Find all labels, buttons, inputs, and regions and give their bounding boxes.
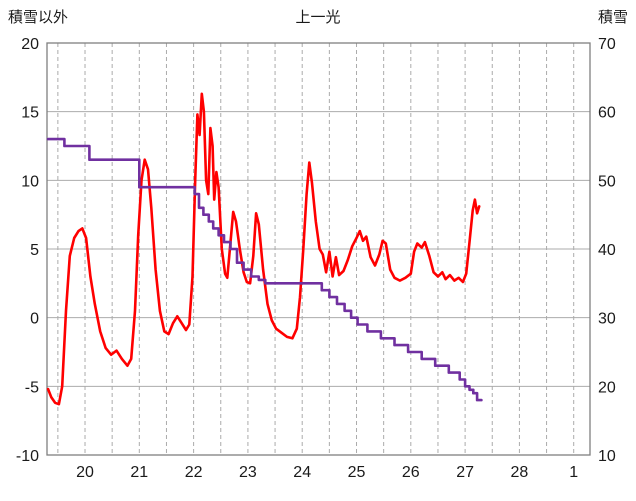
x-axis-tick-label: 20 (76, 464, 94, 481)
right-axis-tick-label: 40 (598, 242, 616, 259)
right-axis-tick-label: 60 (598, 105, 616, 122)
left-axis-tick-label: 0 (30, 311, 39, 328)
right-axis-tick-label: 70 (598, 36, 616, 53)
x-axis-tick-label: 1 (569, 464, 578, 481)
chart-title: 上一光 (295, 9, 341, 26)
right-axis-tick-label: 30 (598, 311, 616, 328)
x-axis-tick-label: 25 (348, 464, 366, 481)
left-axis-tick-label: 15 (21, 105, 39, 122)
right-axis-tick-label: 10 (598, 448, 616, 465)
left-axis-tick-label: -5 (25, 379, 39, 396)
temperature-series-line (46, 92, 481, 406)
left-axis-tick-label: 5 (30, 242, 39, 259)
right-axis-tick-label: 50 (598, 173, 616, 190)
x-axis-tick-label: 27 (456, 464, 474, 481)
x-axis-tick-label: 24 (293, 464, 311, 481)
left-axis-tick-label: 20 (21, 36, 39, 53)
snow-depth-series-line (46, 137, 483, 402)
left-axis-tick-label: 10 (21, 173, 39, 190)
x-axis-tick-label: 26 (402, 464, 420, 481)
x-axis-tick-label: 28 (511, 464, 529, 481)
right-axis-tick-label: 20 (598, 379, 616, 396)
left-axis-tick-label: -10 (16, 448, 39, 465)
plot-border (46, 42, 591, 456)
x-axis-tick-label: 21 (130, 464, 148, 481)
right-axis-title: 積雪 (597, 9, 628, 26)
x-axis-tick-label: 23 (239, 464, 257, 481)
x-axis-tick-label: 22 (185, 464, 203, 481)
left-axis-title: 積雪以外 (8, 9, 69, 26)
